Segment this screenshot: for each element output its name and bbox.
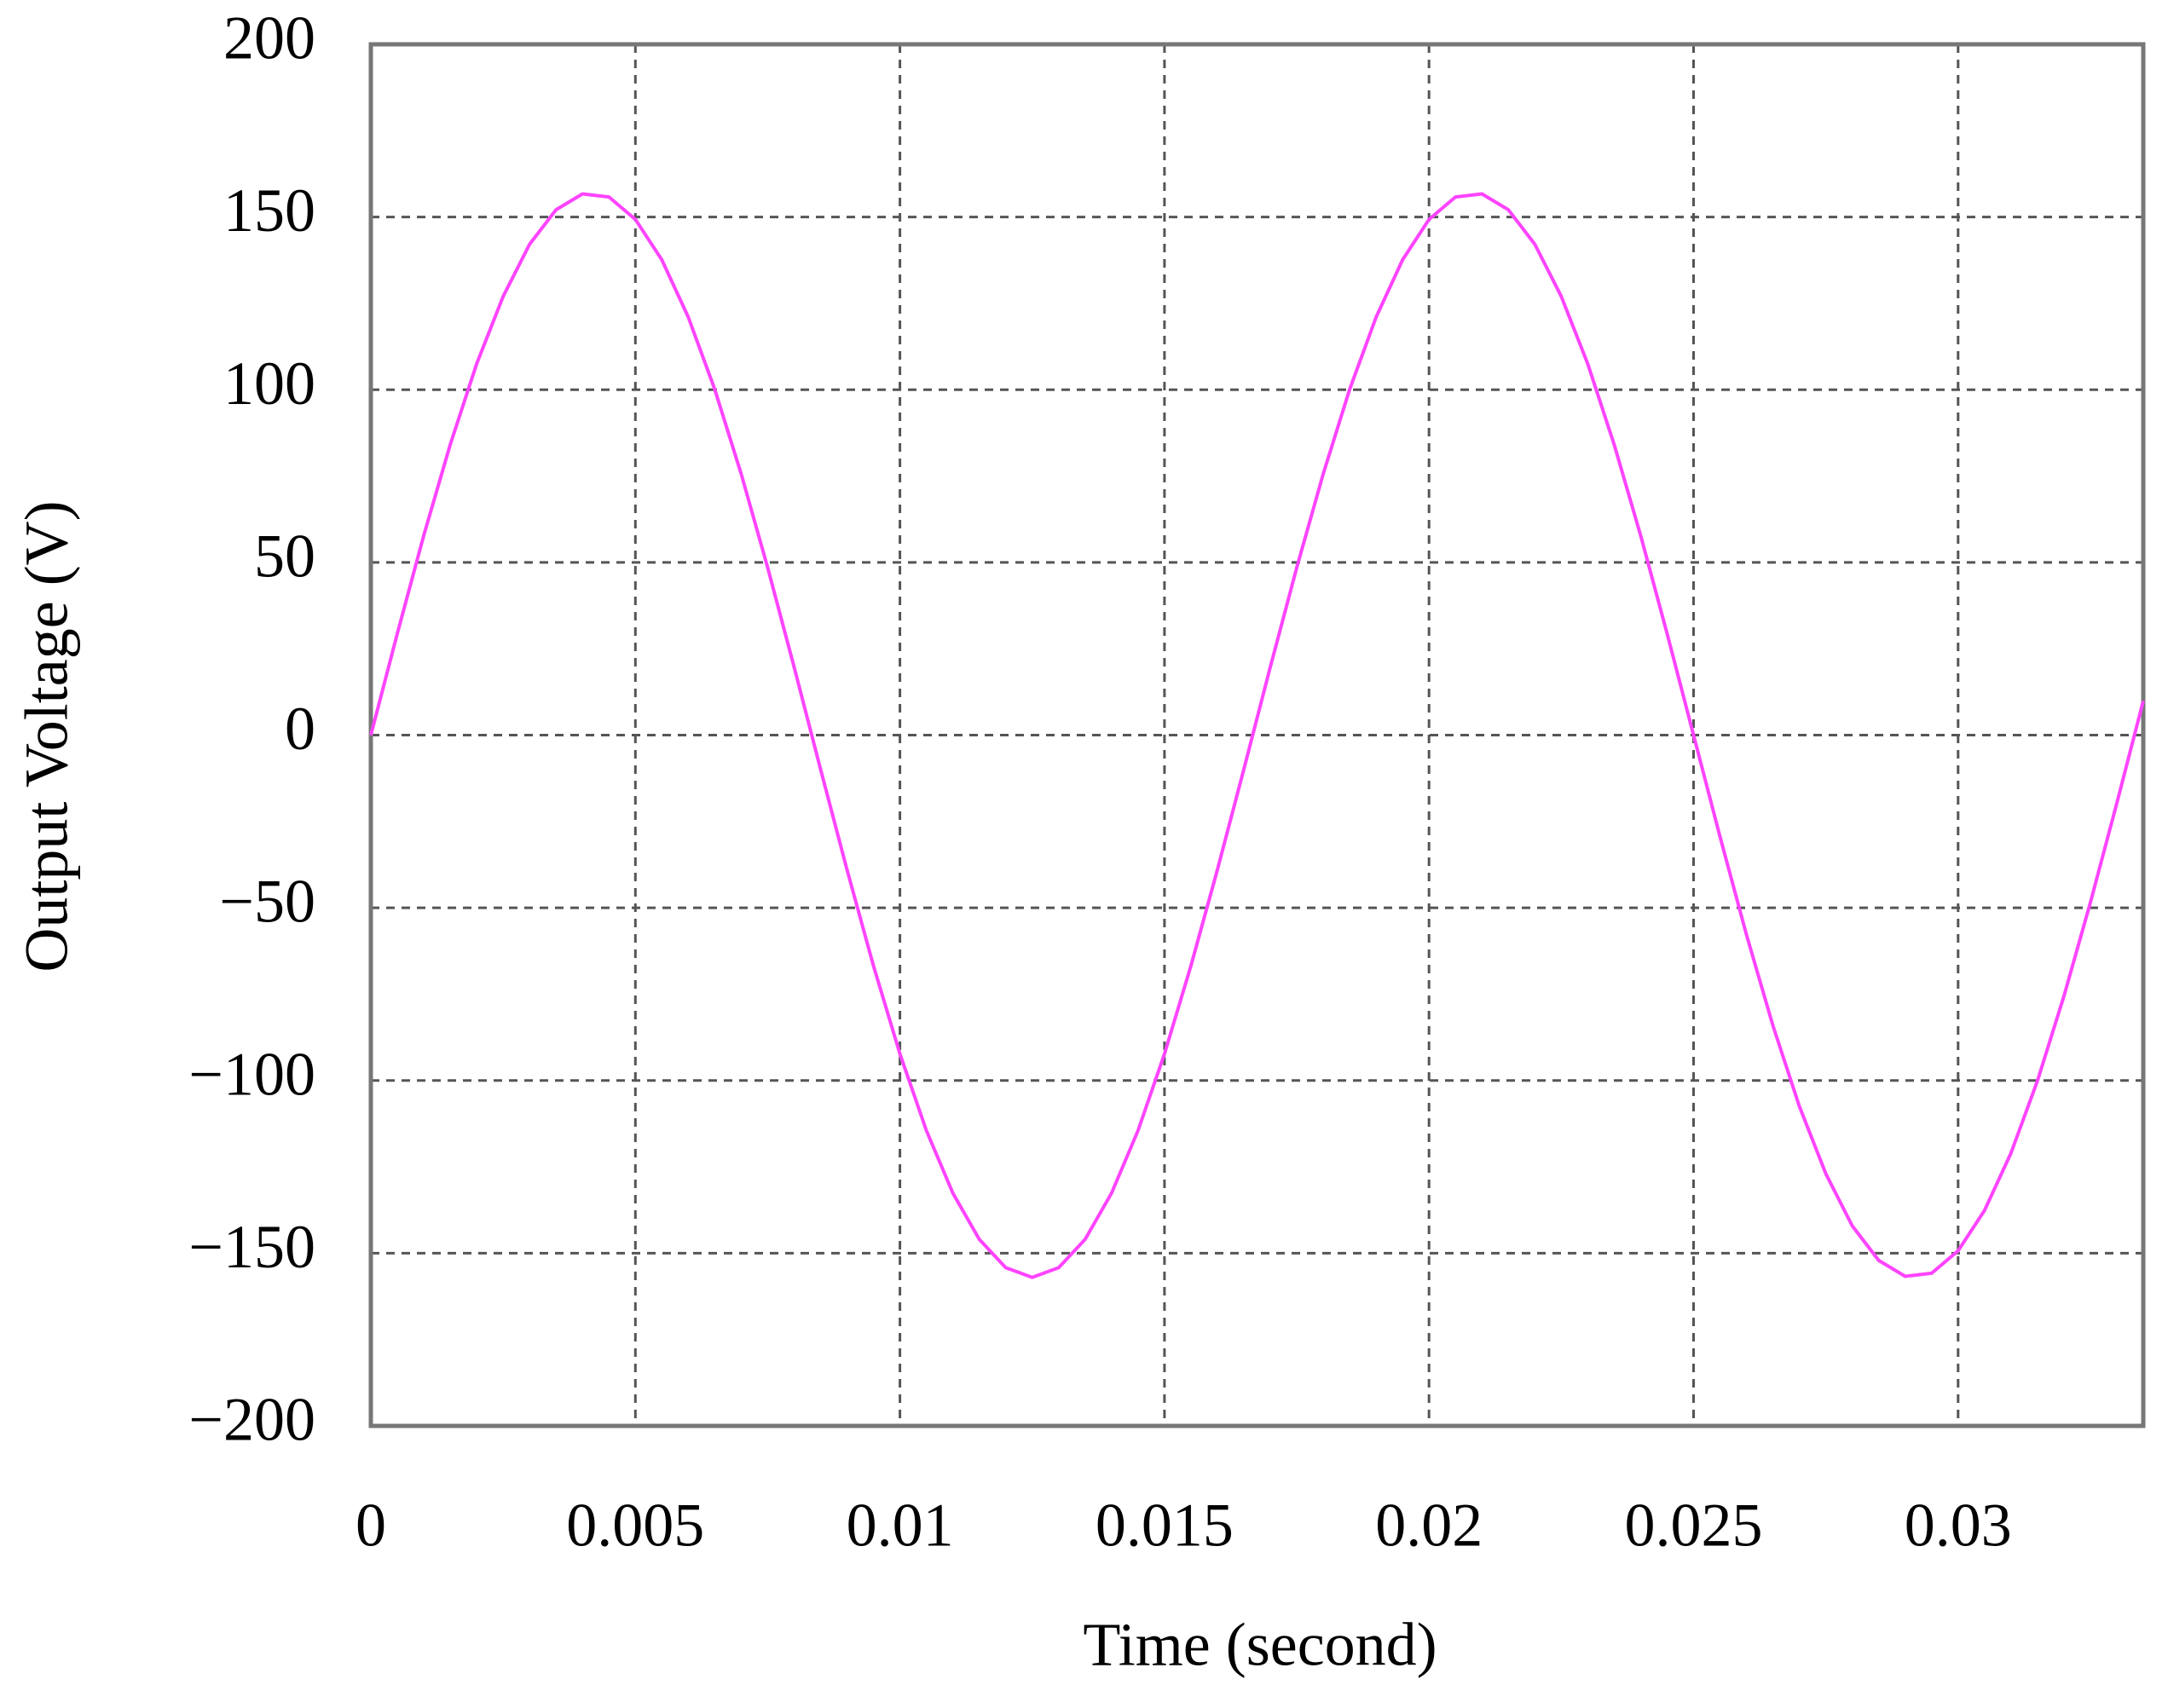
x-tick-label: 0.01 [847,1492,954,1560]
y-tick-label: 150 [223,176,315,245]
x-tick-label: 0.015 [1096,1492,1234,1560]
x-axis-title: Time (second) [1083,1611,1437,1679]
x-tick-label: 0 [356,1492,386,1560]
y-axis-title: Output Voltage (V) [13,500,81,972]
y-tick-label: −200 [188,1386,315,1454]
y-tick-label: 0 [285,695,315,763]
x-tick-label: 0.025 [1624,1492,1762,1560]
y-tick-label: 200 [223,4,315,72]
x-tick-label: 0.02 [1375,1492,1483,1560]
x-tick-label: 0.005 [566,1492,704,1560]
y-tick-label: 100 [223,349,315,418]
y-tick-label: −100 [188,1040,315,1108]
y-tick-label: −50 [219,868,315,936]
line-series [369,192,2145,1279]
x-tick-label: 0.03 [1905,1492,2012,1560]
y-tick-label: 50 [254,522,315,590]
y-tick-label: −150 [188,1213,315,1281]
